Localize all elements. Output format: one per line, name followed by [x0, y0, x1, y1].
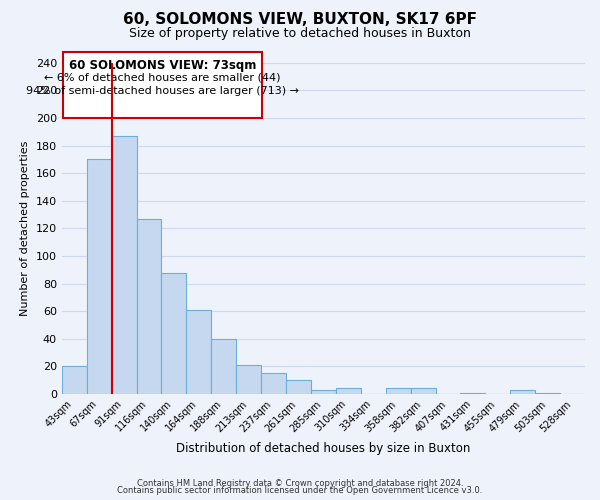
Bar — [386, 388, 410, 394]
Text: Size of property relative to detached houses in Buxton: Size of property relative to detached ho… — [129, 28, 471, 40]
Bar — [236, 365, 261, 394]
Bar — [161, 272, 187, 394]
Bar — [510, 390, 535, 394]
Bar — [410, 388, 436, 394]
Bar — [460, 392, 485, 394]
Text: Contains HM Land Registry data © Crown copyright and database right 2024.: Contains HM Land Registry data © Crown c… — [137, 478, 463, 488]
Bar — [336, 388, 361, 394]
Bar — [187, 310, 211, 394]
Bar — [286, 380, 311, 394]
Bar — [535, 392, 560, 394]
Bar — [87, 160, 112, 394]
Bar — [311, 390, 336, 394]
Bar — [112, 136, 137, 394]
Bar — [211, 338, 236, 394]
Text: ← 6% of detached houses are smaller (44): ← 6% of detached houses are smaller (44) — [44, 72, 281, 83]
Bar — [261, 373, 286, 394]
Bar — [137, 218, 161, 394]
Bar — [62, 366, 87, 394]
X-axis label: Distribution of detached houses by size in Buxton: Distribution of detached houses by size … — [176, 442, 470, 455]
Text: 94% of semi-detached houses are larger (713) →: 94% of semi-detached houses are larger (… — [26, 86, 299, 97]
Text: 60 SOLOMONS VIEW: 73sqm: 60 SOLOMONS VIEW: 73sqm — [69, 58, 256, 71]
Text: 60, SOLOMONS VIEW, BUXTON, SK17 6PF: 60, SOLOMONS VIEW, BUXTON, SK17 6PF — [123, 12, 477, 28]
Text: Contains public sector information licensed under the Open Government Licence v3: Contains public sector information licen… — [118, 486, 482, 495]
Y-axis label: Number of detached properties: Number of detached properties — [20, 140, 30, 316]
FancyBboxPatch shape — [63, 52, 262, 118]
